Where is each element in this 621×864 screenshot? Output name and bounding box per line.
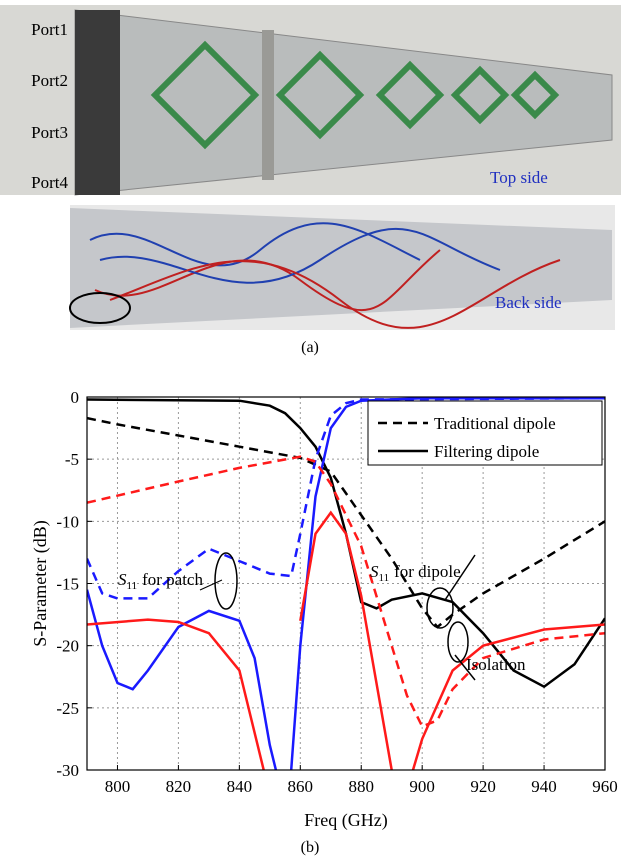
port-label: Port1 <box>31 20 68 39</box>
x-axis-label: Freq (GHz) <box>304 810 387 831</box>
annotation-text: for dipole <box>394 562 461 581</box>
x-tick-label: 840 <box>227 777 253 796</box>
annotation-ellipse <box>448 622 468 662</box>
annotation-subscript: 11 <box>379 572 390 584</box>
series-line <box>87 513 605 770</box>
port-label: Port3 <box>31 123 68 142</box>
annotation: Isolation <box>466 655 526 674</box>
back-side-label: Back side <box>495 293 562 312</box>
annotation-pointer <box>200 580 222 590</box>
y-tick-label: -20 <box>56 637 79 656</box>
x-tick-label: 800 <box>105 777 131 796</box>
x-tick-label: 940 <box>531 777 557 796</box>
legend-label: Filtering dipole <box>434 442 539 461</box>
x-tick-label: 820 <box>166 777 192 796</box>
annotation-text: Isolation <box>466 655 526 674</box>
figure: Port1 Port2 Port3 Port4 Top side Back si… <box>0 0 621 859</box>
x-tick-label: 860 <box>288 777 314 796</box>
y-tick-label: -15 <box>56 575 79 594</box>
x-tick-label: 960 <box>592 777 618 796</box>
x-tick-label: 880 <box>348 777 374 796</box>
annotation-text: for patch <box>142 570 203 589</box>
y-tick-label: -25 <box>56 699 79 718</box>
y-tick-label: 0 <box>71 388 80 407</box>
series-line <box>87 457 605 727</box>
y-axis-label: S-Parameter (dB) <box>30 520 51 646</box>
x-tick-label: 920 <box>470 777 496 796</box>
top-side-label: Top side <box>490 168 548 187</box>
annotation-subscript: 11 <box>127 580 138 592</box>
annotation-ellipse <box>215 553 237 609</box>
chart: 0 -5 -10 -15 -20 -25 -30 800 820 840 860 880 900 920 9… <box>30 388 618 831</box>
port-label: Port2 <box>31 71 68 90</box>
caption: (a) <box>301 339 319 356</box>
y-tick-label: -10 <box>56 512 79 531</box>
legend-label: Traditional dipole <box>434 414 556 433</box>
x-tick-label: 900 <box>409 777 435 796</box>
port-label: Port4 <box>31 173 68 192</box>
y-tick-label: -5 <box>65 450 79 469</box>
y-tick-label: -30 <box>56 761 79 780</box>
photo-top <box>0 5 621 195</box>
caption: (b) <box>301 839 320 856</box>
